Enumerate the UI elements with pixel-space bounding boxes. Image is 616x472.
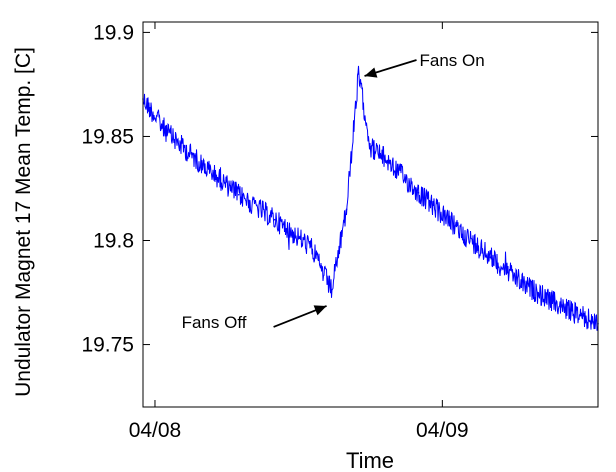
data-point <box>369 146 372 148</box>
y-tick-label: 19.9 <box>93 21 134 44</box>
plot-frame <box>142 21 599 408</box>
series-layer <box>142 65 599 332</box>
data-point <box>202 164 204 167</box>
data-point <box>417 191 420 194</box>
data-point <box>387 160 390 163</box>
y-axis-ticks: 19.75 19.8 19.85 19.9 <box>81 21 598 357</box>
series-line <box>142 65 599 332</box>
y-tick-label: 19.75 <box>81 334 134 357</box>
annotation-fans-off: Fans Off <box>182 313 247 332</box>
x-axis-label: Time <box>346 448 394 472</box>
data-point <box>273 218 276 221</box>
data-point <box>525 285 527 288</box>
data-point <box>489 256 492 258</box>
x-tick-label: 04/08 <box>129 419 182 442</box>
data-point <box>561 306 563 308</box>
data-point <box>345 208 348 211</box>
x-axis-ticks: 04/08 04/09 <box>129 22 469 442</box>
data-point <box>237 193 240 196</box>
data-point <box>166 131 168 134</box>
y-axis-label: Undulator Magnet 17 Mean Temp. [C] <box>12 47 35 397</box>
x-tick-label: 04/09 <box>416 419 469 442</box>
annotation-fans-on: Fans On <box>420 51 485 70</box>
data-point <box>357 73 360 75</box>
y-tick-label: 19.85 <box>81 125 134 148</box>
data-point <box>453 225 456 227</box>
y-tick-label: 19.8 <box>93 230 134 253</box>
annotations: Fans On Fans Off <box>182 51 485 332</box>
data-point <box>330 289 333 292</box>
arrowhead <box>364 67 378 78</box>
arrowhead <box>313 305 327 316</box>
data-point <box>309 245 312 248</box>
